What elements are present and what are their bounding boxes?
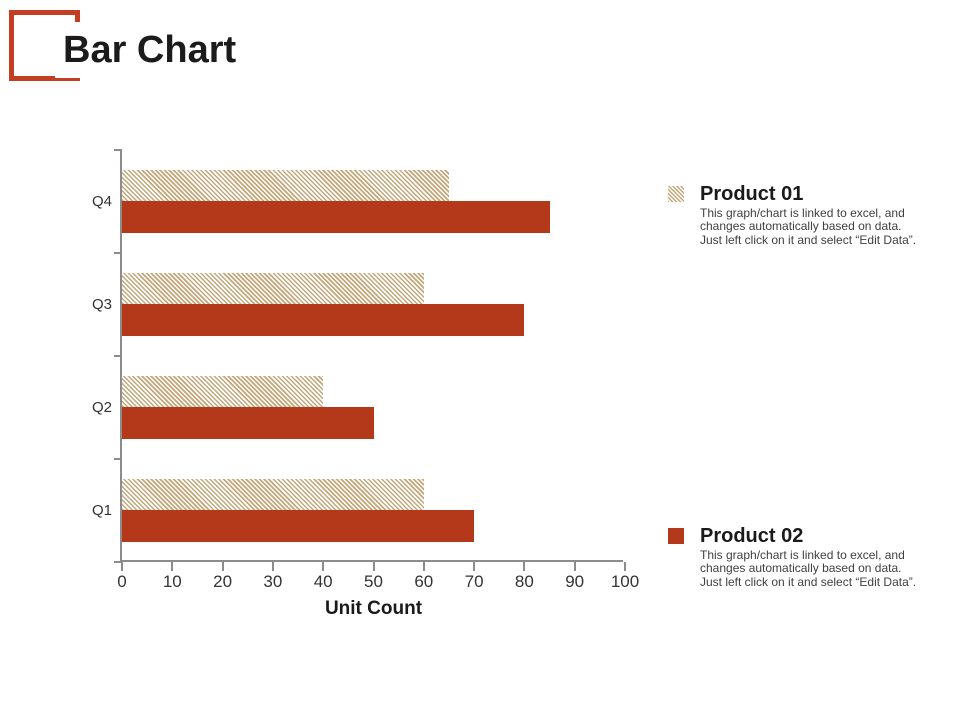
x-axis-tick-label-80: 80 [514,572,534,591]
y-axis-tick [114,355,122,357]
legend-item-product-02: Product 02 This graph/chart is linked to… [668,525,930,589]
legend-desc-line: This graph/chart is linked to excel, and [700,548,905,562]
x-axis-tick-label-60: 60 [414,572,434,591]
legend-desc-line: Just left click on it and select “Edit D… [700,232,917,247]
legend-item-product-01: Product 01 This graph/chart is linked to… [668,183,930,247]
y-axis-tick [114,149,122,151]
legend-desc-line: changes automatically based on data. [700,561,902,576]
y-axis-label-q3: Q3 [91,295,112,313]
x-axis-tick [573,562,576,571]
legend-desc-line: changes automatically based on data. [700,219,902,234]
x-axis-tick-label-30: 30 [263,572,283,591]
legend-title-product-01: Product 01 [700,183,804,205]
legend-text-product-02: Product 02 This graph/chart is linked to… [700,525,916,589]
product-02-solid-swatch-icon [668,528,684,544]
y-axis-label-q2: Q2 [91,398,112,416]
x-axis-tick [624,562,626,571]
bar-q3-product-01 [122,273,424,304]
x-axis-tick [422,562,425,571]
x-axis-tick [473,562,476,571]
bar-q3-product-02 [122,304,524,336]
legend-text-product-01: Product 01 This graph/chart is linked to… [700,183,916,247]
x-axis-tick-label-50: 50 [364,572,383,591]
bar-q2-product-02 [122,407,374,439]
y-axis-tick [114,458,122,460]
product-01-hatched-swatch-icon [668,186,684,202]
bar-q1-product-02 [122,510,474,542]
bar-q4-product-01 [122,170,449,201]
bar-q4-product-02 [122,201,550,233]
x-axis-tick-label-70: 70 [464,572,484,591]
bar-chart-plot-area[interactable]: Q4 Q3 Q2 Q1 0 10 20 30 40 50 60 70 80 90 100 [92,149,639,591]
x-axis-title: Unit Count [324,598,423,619]
y-axis-label-q4: Q4 [91,192,112,210]
legend-description-product-01: This graph/chart is linked to excel, and… [700,206,917,247]
legend-desc-line: This graph/chart is linked to excel, and [700,206,905,220]
x-axis-tick [121,562,123,571]
x-axis-tick-label-40: 40 [313,572,333,591]
x-axis-tick [372,562,375,571]
x-axis-tick [271,562,274,571]
x-axis-tick [171,562,174,571]
x-axis-tick [523,562,526,571]
x-axis-tick-label-100: 100 [610,572,640,591]
x-axis-tick-label-20: 20 [213,572,233,591]
x-axis-tick [322,562,325,571]
legend-description-product-02: This graph/chart is linked to excel, and… [700,548,917,589]
bar-q1-product-01 [122,479,424,510]
page-title: Bar Chart [55,22,253,78]
y-axis-tick [114,252,122,254]
x-axis-tick [221,562,224,571]
x-axis-tick-label-10: 10 [162,572,182,591]
legend-title-product-02: Product 02 [700,525,804,547]
x-axis-tick-label-90: 90 [565,572,585,591]
y-axis-tick [114,561,122,563]
x-axis-tick-label-0: 0 [117,572,127,591]
y-axis-label-q1: Q1 [91,501,112,519]
bar-q2-product-01 [122,376,323,407]
legend-desc-line: Just left click on it and select “Edit D… [700,574,917,589]
